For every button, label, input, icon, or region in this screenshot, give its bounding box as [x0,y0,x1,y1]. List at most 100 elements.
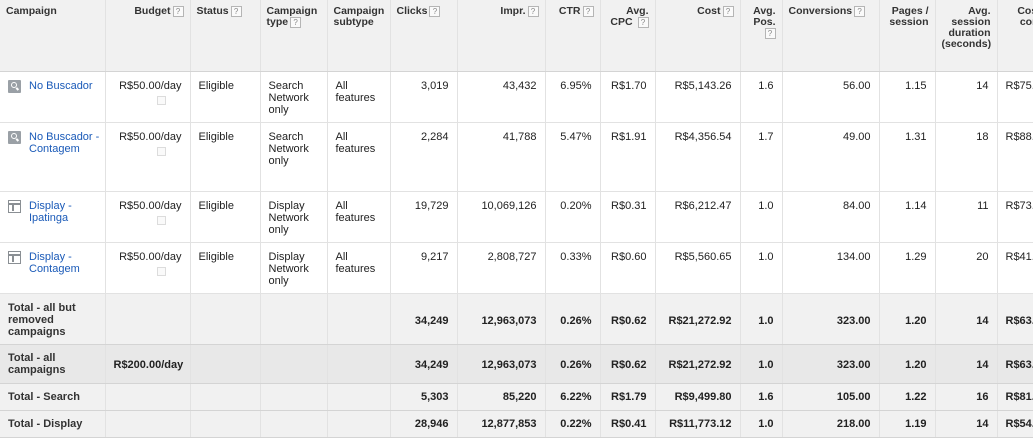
empty-cell [260,383,328,411]
total-pos-cell: 1.6 [740,383,783,411]
cost-conv-cell: R$73.96 [997,191,1033,243]
campaign-link[interactable]: Display - Contagem [29,251,80,275]
help-icon[interactable]: ? [172,6,184,17]
total-label-cell: Total - all but removed campaigns [0,293,106,345]
total-budget-cell [105,293,191,345]
help-icon[interactable]: ? [230,6,242,17]
empty-cell [327,293,391,345]
total-conversions-cell: 323.00 [782,344,880,384]
clicks-cell: 3,019 [390,71,458,123]
col-header-campaign[interactable]: Campaign [0,0,106,72]
empty-cell [190,293,261,345]
search-icon [8,131,21,144]
empty-cell [327,344,391,384]
total-duration-cell: 14 [935,410,998,438]
total-ctr-cell: 0.26% [545,293,601,345]
subtype-cell: All features [327,191,391,243]
total-clicks-cell: 5,303 [390,383,458,411]
budget-chart-icon[interactable] [156,96,166,105]
campaign-cell: Display - Ipatinga [0,191,106,243]
pages-cell: 1.31 [879,122,936,192]
cost-conv-cell: R$41.50 [997,242,1033,294]
help-icon[interactable]: ? [527,6,539,17]
total-ctr-cell: 6.22% [545,383,601,411]
help-icon[interactable]: ? [722,6,734,17]
status-cell: Eligible [190,122,261,192]
col-header-avg-pos[interactable]: Avg. Pos. ? [740,0,783,72]
pos-cell: 1.6 [740,71,783,123]
campaign-cell: No Buscador - Contagem [0,122,106,192]
budget-cell[interactable]: R$50.00/day [105,242,191,294]
impr-cell: 10,069,126 [457,191,546,243]
col-header-campaign-subtype[interactable]: Campaign subtype [327,0,391,72]
status-cell: Eligible [190,242,261,294]
col-header-ctr[interactable]: CTR? [545,0,601,72]
pos-cell: 1.0 [740,242,783,294]
col-header-pages-session[interactable]: Pages / session [879,0,936,72]
campaign-cell: Display - Contagem [0,242,106,294]
col-header-clicks[interactable]: Clicks? [390,0,458,72]
help-icon[interactable]: ? [582,6,594,17]
total-label-cell: Total - Display [0,410,106,438]
total-cost-conv-cell: R$81.94 [997,383,1033,411]
col-header-cost[interactable]: Cost? [655,0,741,72]
budget-cell[interactable]: R$50.00/day [105,71,191,123]
help-icon[interactable]: ? [854,6,866,17]
type-cell: Display Network only [260,191,328,243]
col-header-conversions[interactable]: Conversions? [782,0,880,72]
col-header-avg-session-duration[interactable]: Avg. session duration (seconds) [935,0,998,72]
ctr-cell: 5.47% [545,122,601,192]
empty-cell [260,344,328,384]
subtype-cell: All features [327,242,391,294]
table-row: No Buscador - Contagem R$50.00/day Eligi… [0,122,1033,192]
help-icon[interactable]: ? [429,6,441,17]
total-cost-conv-cell: R$63.09 [997,293,1033,345]
total-clicks-cell: 34,249 [390,293,458,345]
help-icon[interactable]: ? [764,28,776,39]
cost-conv-cell: R$88.91 [997,122,1033,192]
total-clicks-cell: 34,249 [390,344,458,384]
col-header-campaign-type[interactable]: Campaign type? [260,0,328,72]
cpc-cell: R$0.60 [600,242,656,294]
total-conversions-cell: 218.00 [782,410,880,438]
subtype-cell: All features [327,71,391,123]
total-budget-cell [105,410,191,438]
help-icon[interactable]: ? [290,17,302,28]
duration-cell: 18 [935,122,998,192]
total-ctr-cell: 0.26% [545,344,601,384]
cpc-cell: R$0.31 [600,191,656,243]
duration-cell: 11 [935,191,998,243]
col-header-impr[interactable]: Impr.? [457,0,546,72]
campaign-link[interactable]: No Buscador - Contagem [29,131,100,155]
conversions-cell: 134.00 [782,242,880,294]
total-impr-cell: 12,963,073 [457,344,546,384]
total-duration-cell: 16 [935,383,998,411]
total-duration-cell: 14 [935,344,998,384]
subtype-cell: All features [327,122,391,192]
col-header-status[interactable]: Status? [190,0,261,72]
help-icon[interactable]: ? [637,17,649,28]
total-row: Total - all campaigns R$200.00/day 34,24… [0,344,1033,384]
budget-cell[interactable]: R$50.00/day [105,191,191,243]
total-duration-cell: 14 [935,293,998,345]
budget-chart-icon[interactable] [156,147,166,156]
total-cost-cell: R$9,499.80 [655,383,741,411]
budget-chart-icon[interactable] [156,267,166,276]
pos-cell: 1.7 [740,122,783,192]
total-pages-cell: 1.22 [879,383,936,411]
campaign-link[interactable]: Display - Ipatinga [29,200,72,224]
campaign-link[interactable]: No Buscador [29,80,93,92]
empty-cell [260,293,328,345]
type-cell: Search Network only [260,122,328,192]
budget-cell[interactable]: R$50.00/day [105,122,191,192]
col-header-budget[interactable]: Budget? [105,0,191,72]
impr-cell: 41,788 [457,122,546,192]
col-header-cost-conv[interactable]: Cost / conv. [997,0,1033,72]
total-conversions-cell: 323.00 [782,293,880,345]
total-cpc-cell: R$0.62 [600,344,656,384]
col-header-avg-cpc[interactable]: Avg. CPC ? [600,0,656,72]
budget-chart-icon[interactable] [156,216,166,225]
type-cell: Search Network only [260,71,328,123]
total-budget-cell: R$200.00/day [105,344,191,384]
